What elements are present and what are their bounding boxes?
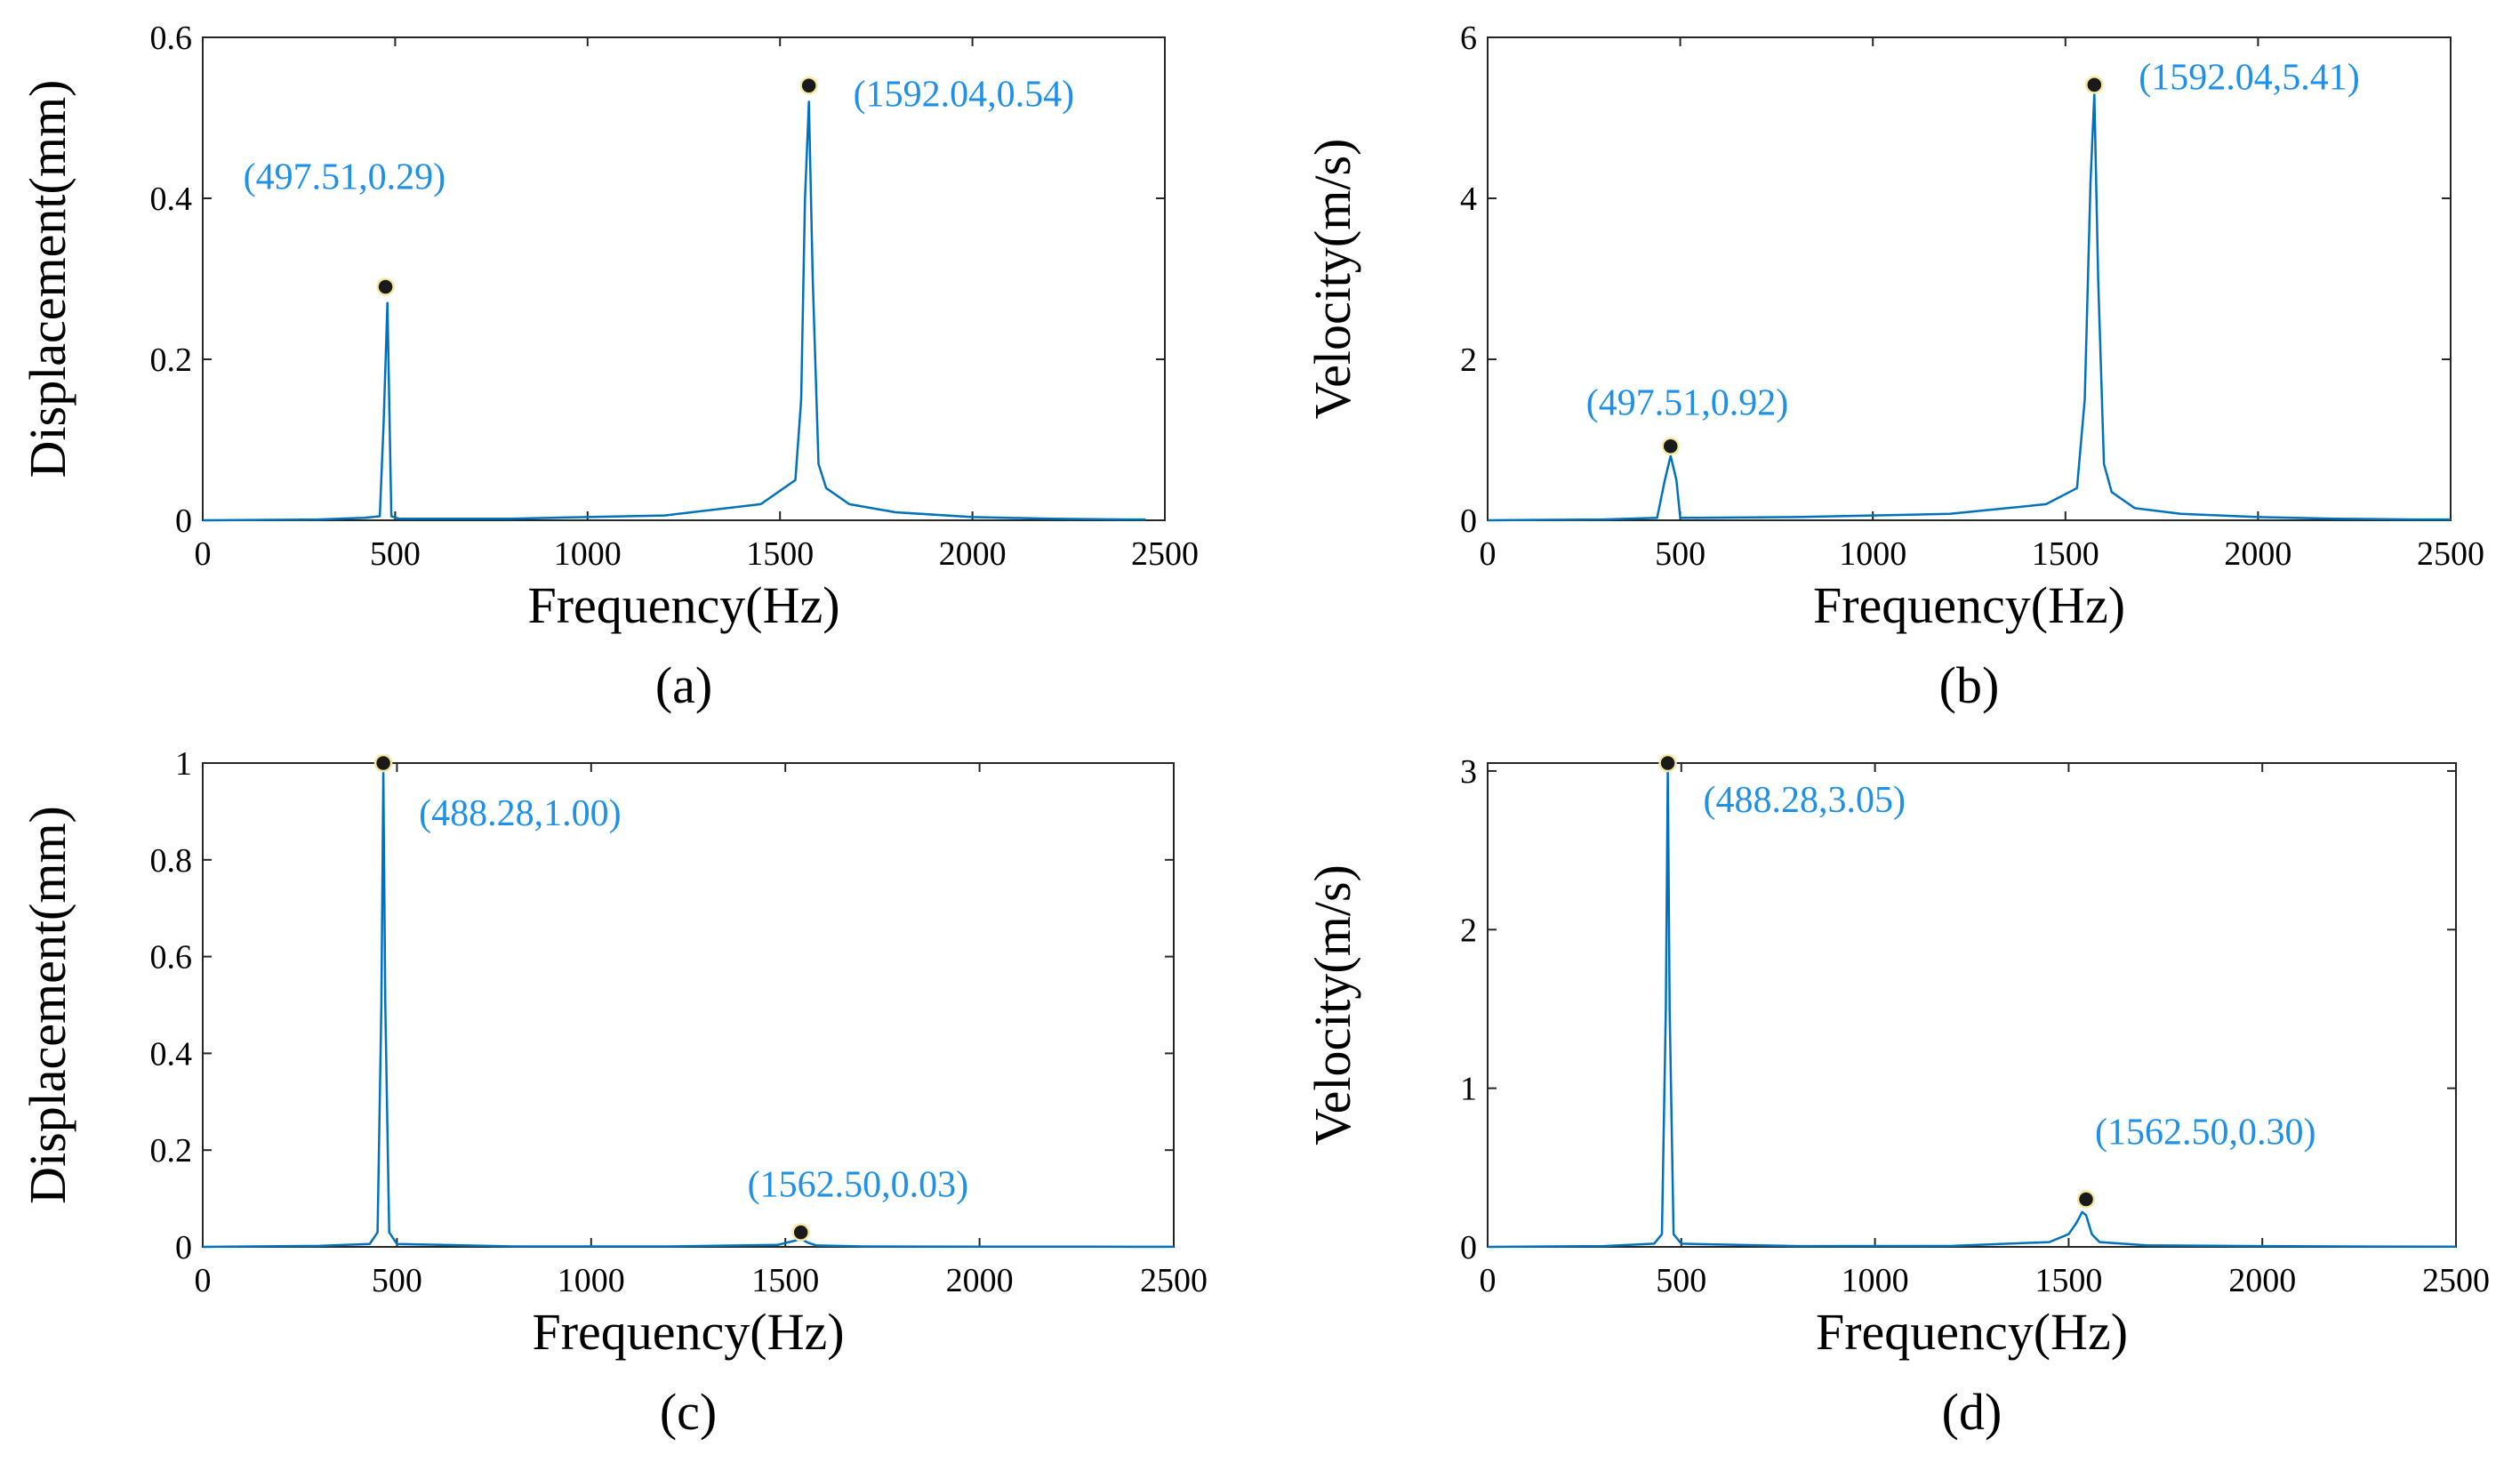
peak-marker bbox=[799, 76, 818, 95]
x-tick-label: 0 bbox=[1480, 535, 1497, 573]
y-axis-label: Displacement(mm) bbox=[19, 80, 76, 478]
peak-annotation: (1562.50,0.30) bbox=[2095, 1112, 2315, 1153]
panel-label: (a) bbox=[655, 656, 712, 714]
x-tick-label: 2500 bbox=[1131, 535, 1199, 573]
y-axis-label: Velocity(m/s) bbox=[1304, 864, 1361, 1145]
y-tick-label: 0.2 bbox=[150, 1132, 193, 1170]
x-axis-label: Frequency(Hz) bbox=[1816, 1303, 2128, 1361]
x-tick-label: 1000 bbox=[558, 1262, 625, 1299]
x-tick-label: 1000 bbox=[1839, 535, 1906, 573]
y-tick-label: 0.2 bbox=[150, 342, 193, 379]
y-tick-label: 0 bbox=[175, 502, 192, 540]
y-tick-label: 0 bbox=[1460, 1229, 1477, 1266]
series-line-displacement bbox=[202, 771, 1175, 1249]
series-line-velocity bbox=[1487, 769, 2457, 1249]
plot-frame bbox=[1487, 762, 2457, 1248]
x-tick-label: 1500 bbox=[2034, 1262, 2102, 1299]
peak-annotation: (488.28,1.00) bbox=[419, 793, 621, 834]
peak-annotation: (488.28,3.05) bbox=[1704, 780, 1906, 821]
panel-label: (d) bbox=[1942, 1383, 2002, 1441]
x-tick-label: 2500 bbox=[2422, 1262, 2490, 1299]
x-tick-label: 500 bbox=[1656, 1262, 1706, 1299]
peak-marker bbox=[1658, 753, 1677, 773]
y-tick-label: 6 bbox=[1460, 20, 1477, 57]
y-tick-label: 0 bbox=[175, 1229, 192, 1266]
x-tick-label: 0 bbox=[1480, 1262, 1497, 1299]
x-tick-label: 1000 bbox=[554, 535, 622, 573]
peak-annotation: (1592.04,5.41) bbox=[2139, 57, 2359, 98]
panel-label: (c) bbox=[660, 1383, 717, 1441]
peak-marker bbox=[376, 277, 395, 296]
peak-annotation: (1592.04,0.54) bbox=[854, 74, 1074, 115]
x-tick-label: 2500 bbox=[1140, 1262, 1208, 1299]
panel-d: 0 500 1000 1500 2000 2500 0 1 2 3 Frequency(Hz) Vel… bbox=[1304, 753, 2490, 1441]
x-tick-label: 1500 bbox=[751, 1262, 819, 1299]
peak-marker bbox=[373, 753, 393, 773]
plot-frame bbox=[202, 36, 1166, 521]
x-tick-label: 0 bbox=[195, 1262, 212, 1299]
x-tick-label: 500 bbox=[1655, 535, 1705, 573]
plot-frame bbox=[1487, 36, 2452, 521]
panel-label: (b) bbox=[1939, 656, 2000, 714]
y-axis-label: Velocity(m/s) bbox=[1304, 139, 1361, 420]
y-tick-label: 2 bbox=[1460, 912, 1477, 949]
x-tick-label: 2000 bbox=[2224, 535, 2291, 573]
peak-annotation: (1562.50,0.03) bbox=[748, 1165, 968, 1206]
y-tick-label: 3 bbox=[1460, 753, 1477, 791]
y-tick-label: 1 bbox=[175, 745, 192, 783]
x-tick-label: 1000 bbox=[1842, 1262, 1909, 1299]
x-axis-label: Frequency(Hz) bbox=[527, 576, 839, 634]
y-axis-label: Displacement(mm) bbox=[19, 806, 76, 1204]
panel-b: 0 500 1000 1500 2000 2500 0 2 4 6 Frequency(Hz) Vel… bbox=[1304, 20, 2484, 714]
peak-marker bbox=[1661, 437, 1681, 455]
x-tick-label: 2500 bbox=[2417, 535, 2484, 573]
x-tick-label: 2000 bbox=[2228, 1262, 2296, 1299]
y-tick-label: 0.6 bbox=[150, 20, 193, 57]
series-line-displacement bbox=[202, 100, 1146, 522]
y-tick-label: 0 bbox=[1460, 502, 1477, 540]
x-axis-label: Frequency(Hz) bbox=[1813, 576, 2125, 634]
peak-annotation: (497.51,0.92) bbox=[1586, 383, 1788, 424]
x-axis-label: Frequency(Hz) bbox=[532, 1303, 844, 1361]
peak-marker bbox=[2076, 1190, 2096, 1209]
plot-frame bbox=[202, 762, 1175, 1248]
y-tick-label: 0.4 bbox=[150, 181, 193, 218]
y-tick-label: 0.4 bbox=[150, 1035, 193, 1073]
y-tick-label: 4 bbox=[1460, 181, 1477, 218]
x-tick-label: 500 bbox=[370, 535, 421, 573]
panel-a: 0 500 1000 1500 2000 2500 0 0.2 0.4 0.6 Frequency(… bbox=[19, 20, 1199, 714]
panel-c: 0 500 1000 1500 2000 2500 0 0.2 0.4 0.6 0.8 1 Freque… bbox=[19, 745, 1208, 1441]
y-tick-label: 0.6 bbox=[150, 939, 193, 977]
peak-annotation: (497.51,0.29) bbox=[244, 157, 445, 198]
peak-marker bbox=[791, 1223, 810, 1242]
x-tick-label: 2000 bbox=[946, 1262, 1014, 1299]
x-tick-label: 0 bbox=[195, 535, 212, 573]
series-line-velocity bbox=[1487, 92, 2451, 522]
peak-marker bbox=[2085, 76, 2104, 94]
x-tick-label: 2000 bbox=[939, 535, 1007, 573]
y-tick-label: 1 bbox=[1460, 1071, 1477, 1108]
x-tick-label: 1500 bbox=[746, 535, 814, 573]
y-tick-label: 2 bbox=[1460, 342, 1477, 379]
y-tick-label: 0.8 bbox=[150, 842, 193, 880]
x-tick-label: 500 bbox=[372, 1262, 422, 1299]
x-tick-label: 1500 bbox=[2032, 535, 2099, 573]
